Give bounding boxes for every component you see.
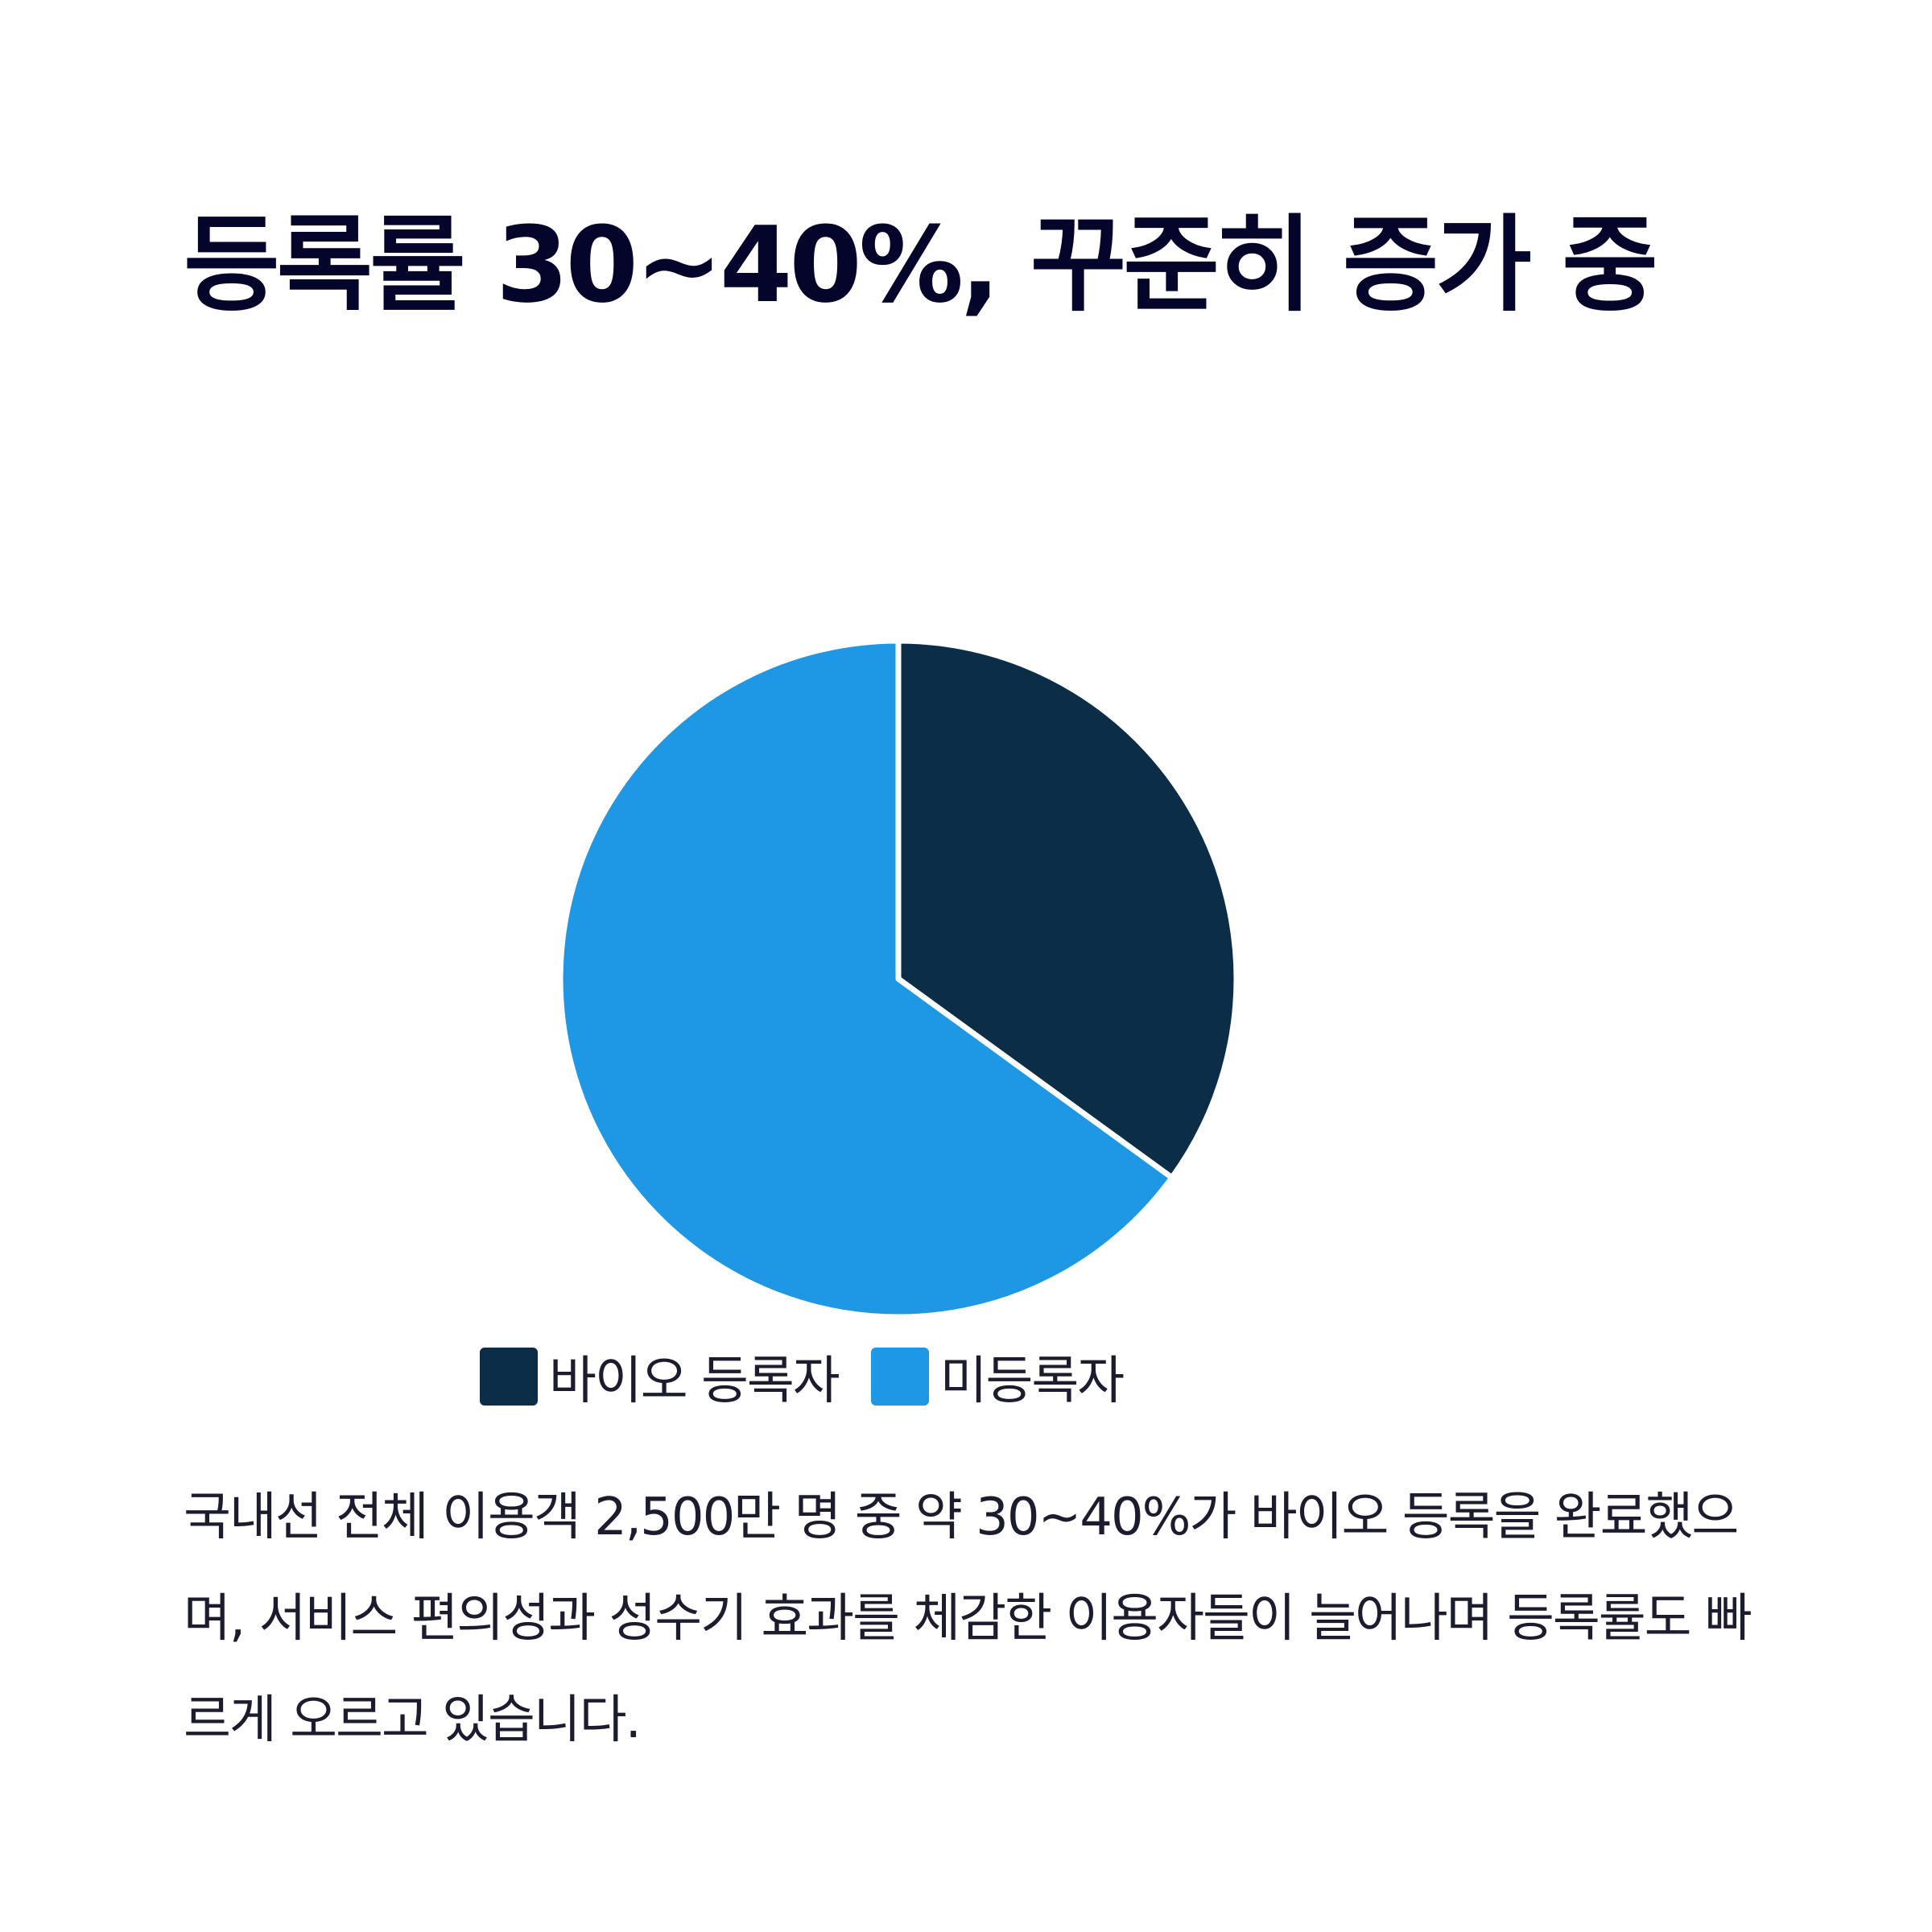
legend-item-unregistered: 미등록자 xyxy=(870,1340,1125,1414)
pie-slices xyxy=(557,638,1240,1320)
legend-swatch-registered xyxy=(480,1348,538,1406)
legend-label-unregistered: 미등록자 xyxy=(939,1352,1125,1411)
page-title: 등록률 30~40%, 꾸준히 증가 중 xyxy=(184,204,1658,326)
pie-chart xyxy=(557,638,1240,1320)
legend-item-registered: 바이오 등록자 xyxy=(480,1340,840,1414)
legend-label-registered: 바이오 등록자 xyxy=(549,1352,840,1411)
pie-slice-registered xyxy=(895,638,1240,1181)
legend-swatch-unregistered xyxy=(870,1348,929,1406)
description-text: 국내선 전체 이용객 2,500만 명 중 약 30~40%가 바이오 등록을 … xyxy=(184,1488,1752,1750)
pie-slice-unregistered xyxy=(557,638,1175,1320)
chart-legend: 바이오 등록자 미등록자 xyxy=(480,1344,1125,1411)
